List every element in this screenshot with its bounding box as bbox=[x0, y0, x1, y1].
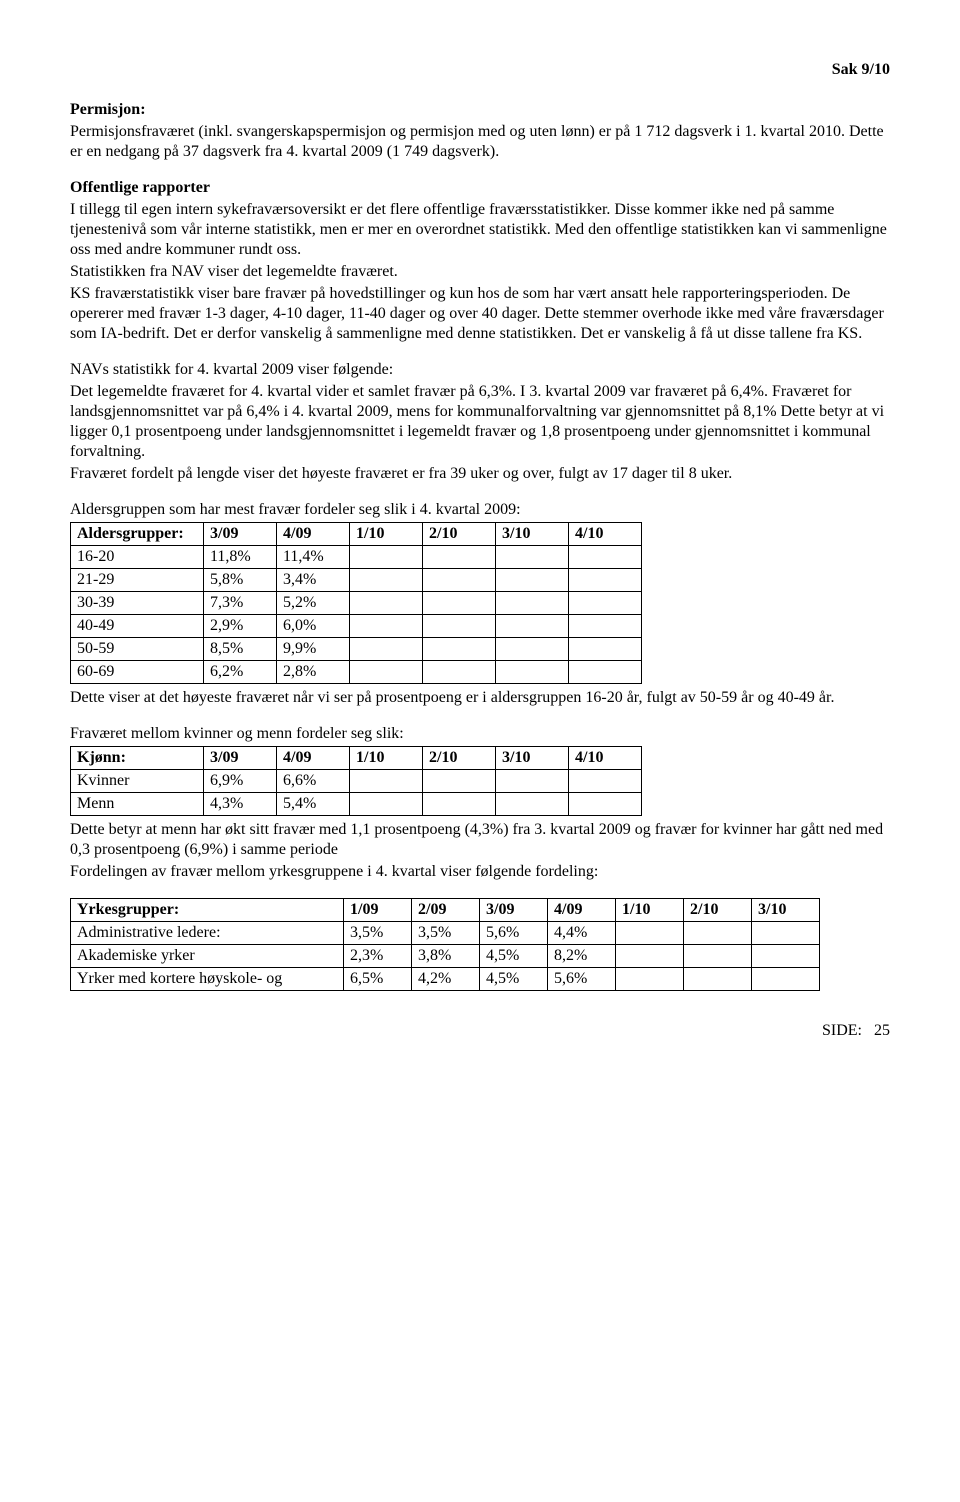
table-row: 50-598,5%9,9% bbox=[71, 638, 642, 661]
nav-l3: Fraværet fordelt på lengde viser det høy… bbox=[70, 464, 890, 484]
table-yrkesgrupper: Yrkesgrupper: 1/09 2/09 3/09 4/09 1/10 2… bbox=[70, 898, 820, 991]
col-header: 1/10 bbox=[350, 747, 423, 770]
section-permisjon: Permisjon: Permisjonsfraværet (inkl. sva… bbox=[70, 100, 890, 162]
col-header: 2/10 bbox=[684, 899, 752, 922]
col-header: Kjønn: bbox=[71, 747, 204, 770]
alder-after: Dette viser at det høyeste fraværet når … bbox=[70, 688, 890, 708]
col-header: 2/09 bbox=[412, 899, 480, 922]
col-header: 4/09 bbox=[548, 899, 616, 922]
col-header: 4/09 bbox=[277, 523, 350, 546]
case-number: Sak 9/10 bbox=[70, 60, 890, 80]
table-row: 60-696,2%2,8% bbox=[71, 661, 642, 684]
col-header: 3/09 bbox=[204, 747, 277, 770]
col-header: 2/10 bbox=[423, 747, 496, 770]
page-footer: SIDE: 25 bbox=[70, 1021, 890, 1041]
footer-label: SIDE: bbox=[822, 1022, 862, 1039]
footer-page-num: 25 bbox=[874, 1022, 890, 1039]
section-offentlige: Offentlige rapporter I tillegg til egen … bbox=[70, 178, 890, 344]
table-row: 30-397,3%5,2% bbox=[71, 592, 642, 615]
section-yrkesgrupper: Yrkesgrupper: 1/09 2/09 3/09 4/09 1/10 2… bbox=[70, 898, 890, 991]
col-header: 4/10 bbox=[569, 523, 642, 546]
kjonn-intro: Fraværet mellom kvinner og menn fordeler… bbox=[70, 724, 890, 744]
col-header: 4/10 bbox=[569, 747, 642, 770]
section-aldersgrupper: Aldersgruppen som har mest fravær fordel… bbox=[70, 500, 890, 708]
kjonn-after2: Fordelingen av fravær mellom yrkesgruppe… bbox=[70, 862, 890, 882]
kjonn-after1: Dette betyr at menn har økt sitt fravær … bbox=[70, 820, 890, 860]
col-header: 1/10 bbox=[350, 523, 423, 546]
col-header: 3/10 bbox=[496, 747, 569, 770]
nav-l2: Det legemeldte fraværet for 4. kvartal v… bbox=[70, 382, 890, 462]
col-header: 4/09 bbox=[277, 747, 350, 770]
table-row: Kvinner6,9%6,6% bbox=[71, 770, 642, 793]
table-row: 40-492,9%6,0% bbox=[71, 615, 642, 638]
offentlige-title: Offentlige rapporter bbox=[70, 178, 890, 198]
col-header: 3/10 bbox=[752, 899, 820, 922]
col-header: 1/10 bbox=[616, 899, 684, 922]
table-aldersgrupper: Aldersgrupper: 3/09 4/09 1/10 2/10 3/10 … bbox=[70, 522, 642, 684]
table-header-row: Aldersgrupper: 3/09 4/09 1/10 2/10 3/10 … bbox=[71, 523, 642, 546]
col-header: 3/09 bbox=[480, 899, 548, 922]
section-nav: NAVs statistikk for 4. kvartal 2009 vise… bbox=[70, 360, 890, 484]
alder-intro: Aldersgruppen som har mest fravær fordel… bbox=[70, 500, 890, 520]
col-header: 3/10 bbox=[496, 523, 569, 546]
table-row: Menn4,3%5,4% bbox=[71, 793, 642, 816]
table-row: 21-295,8%3,4% bbox=[71, 569, 642, 592]
section-kjonn: Fraværet mellom kvinner og menn fordeler… bbox=[70, 724, 890, 882]
table-header-row: Yrkesgrupper: 1/09 2/09 3/09 4/09 1/10 2… bbox=[71, 899, 820, 922]
col-header: 2/10 bbox=[423, 523, 496, 546]
col-header: Yrkesgrupper: bbox=[71, 899, 344, 922]
table-row: 16-2011,8%11,4% bbox=[71, 546, 642, 569]
offentlige-p3: KS fraværstatistikk viser bare fravær på… bbox=[70, 284, 890, 344]
col-header: Aldersgrupper: bbox=[71, 523, 204, 546]
table-row: Akademiske yrker2,3%3,8%4,5%8,2% bbox=[71, 945, 820, 968]
permisjon-body: Permisjonsfraværet (inkl. svangerskapspe… bbox=[70, 122, 890, 162]
offentlige-p1: I tillegg til egen intern sykefraværsove… bbox=[70, 200, 890, 260]
table-kjonn: Kjønn: 3/09 4/09 1/10 2/10 3/10 4/10 Kvi… bbox=[70, 746, 642, 816]
col-header: 3/09 bbox=[204, 523, 277, 546]
table-header-row: Kjønn: 3/09 4/09 1/10 2/10 3/10 4/10 bbox=[71, 747, 642, 770]
table-row: Yrker med kortere høyskole- og6,5%4,2%4,… bbox=[71, 968, 820, 991]
nav-l1: NAVs statistikk for 4. kvartal 2009 vise… bbox=[70, 360, 890, 380]
table-row: Administrative ledere:3,5%3,5%5,6%4,4% bbox=[71, 922, 820, 945]
offentlige-p2: Statistikken fra NAV viser det legemeldt… bbox=[70, 262, 890, 282]
permisjon-title: Permisjon: bbox=[70, 100, 890, 120]
col-header: 1/09 bbox=[344, 899, 412, 922]
